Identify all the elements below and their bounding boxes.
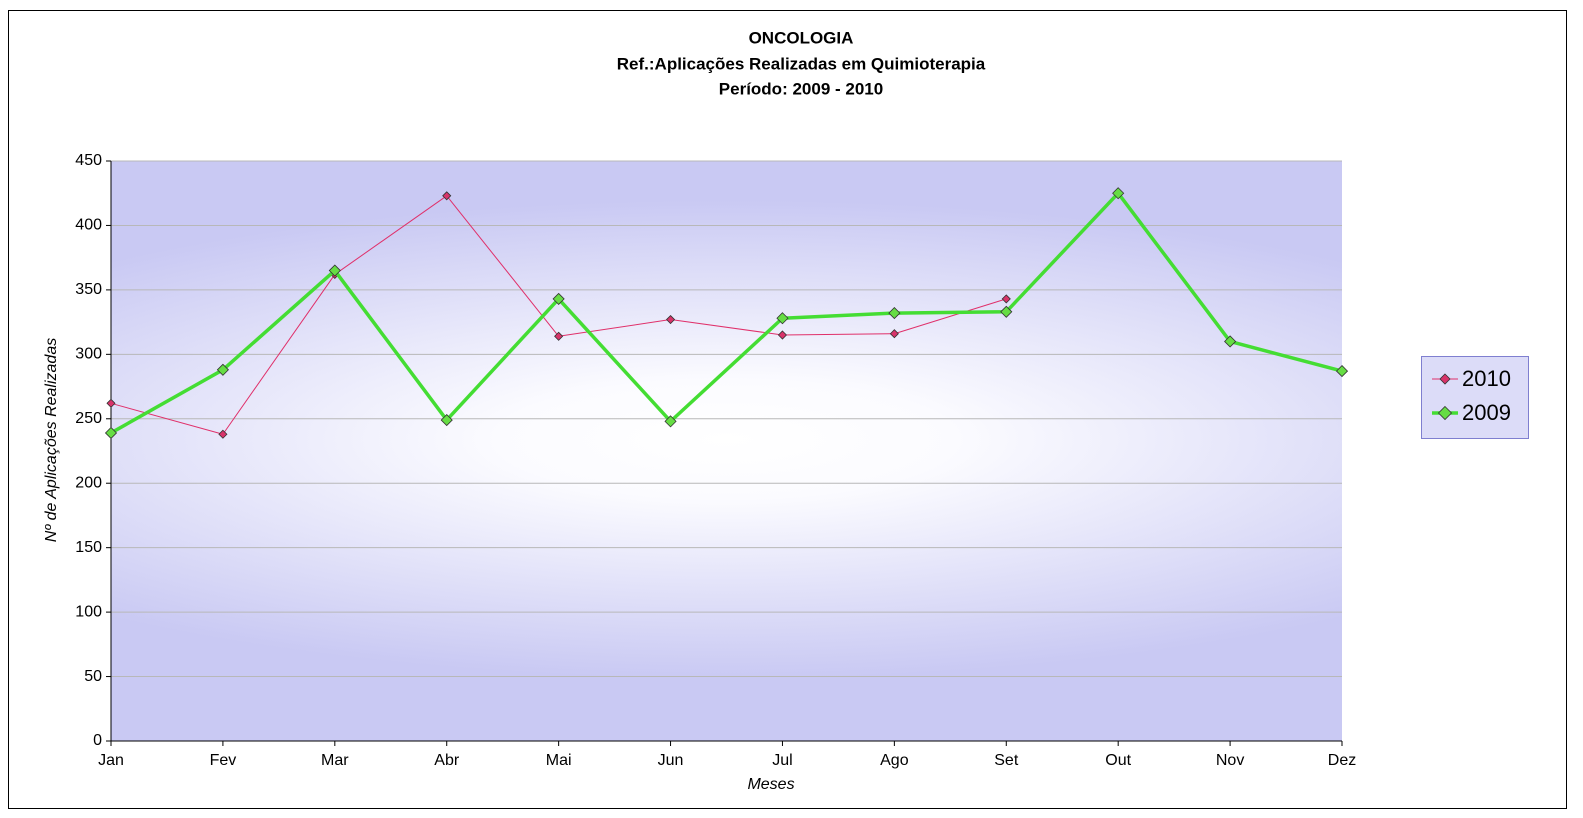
y-tick-label: 450 <box>75 152 102 169</box>
y-tick-label: 150 <box>75 539 102 556</box>
x-tick-label: Jun <box>658 752 684 769</box>
point-marker <box>665 314 676 325</box>
x-tick-label: Jul <box>772 752 792 769</box>
y-tick-label: 0 <box>93 732 102 749</box>
point-marker <box>889 329 899 339</box>
point-marker <box>216 363 229 376</box>
legend-marker <box>1437 405 1453 421</box>
x-tick-label: Fev <box>210 752 237 769</box>
point-marker <box>776 312 789 325</box>
point-marker <box>1224 335 1237 348</box>
y-axis-label: Nº de Aplicações Realizadas <box>43 338 60 542</box>
series-line <box>110 191 1343 435</box>
chart-title: ONCOLOGIA <box>749 28 854 47</box>
y-tick-label: 50 <box>84 668 102 685</box>
point-marker <box>442 191 452 201</box>
y-tick-label: 300 <box>75 346 102 363</box>
x-tick-label: Mar <box>321 752 349 769</box>
point-marker <box>106 398 116 408</box>
x-axis-label: Meses <box>747 776 794 793</box>
x-tick-label: Mai <box>546 752 572 769</box>
point-marker <box>1335 365 1349 378</box>
point-marker <box>552 292 565 305</box>
chart-subtitle: Período: 2009 - 2010 <box>719 79 883 98</box>
point-marker <box>1112 187 1125 200</box>
point-marker <box>1001 294 1011 304</box>
y-tick-label: 100 <box>75 603 102 620</box>
legend-marker <box>1439 373 1451 385</box>
point-marker <box>218 429 228 439</box>
point-marker <box>554 331 564 341</box>
legend-box <box>1421 356 1529 439</box>
point-marker <box>888 307 901 320</box>
y-tick-label: 350 <box>75 281 102 298</box>
x-tick-label: Out <box>1105 752 1131 769</box>
point-marker <box>1000 305 1013 318</box>
point-marker <box>777 330 788 340</box>
y-tick-label: 200 <box>75 474 102 491</box>
legend-label: 2010 <box>1462 366 1511 391</box>
y-tick-label: 250 <box>75 410 102 427</box>
x-tick-label: Set <box>994 752 1019 769</box>
plot-area <box>111 161 1342 741</box>
x-tick-label: Abr <box>434 752 460 769</box>
point-marker <box>664 415 677 428</box>
x-tick-label: Jan <box>98 752 124 769</box>
x-tick-label: Ago <box>880 752 909 769</box>
y-tick-label: 400 <box>75 217 102 234</box>
legend-label: 2009 <box>1462 400 1511 425</box>
x-tick-label: Nov <box>1216 752 1244 769</box>
point-marker <box>440 414 453 427</box>
point-marker <box>328 264 341 277</box>
point-marker <box>104 426 118 440</box>
chart-subtitle: Ref.:Aplicações Realizadas em Quimiotera… <box>617 54 986 73</box>
x-tick-label: Dez <box>1328 752 1356 769</box>
